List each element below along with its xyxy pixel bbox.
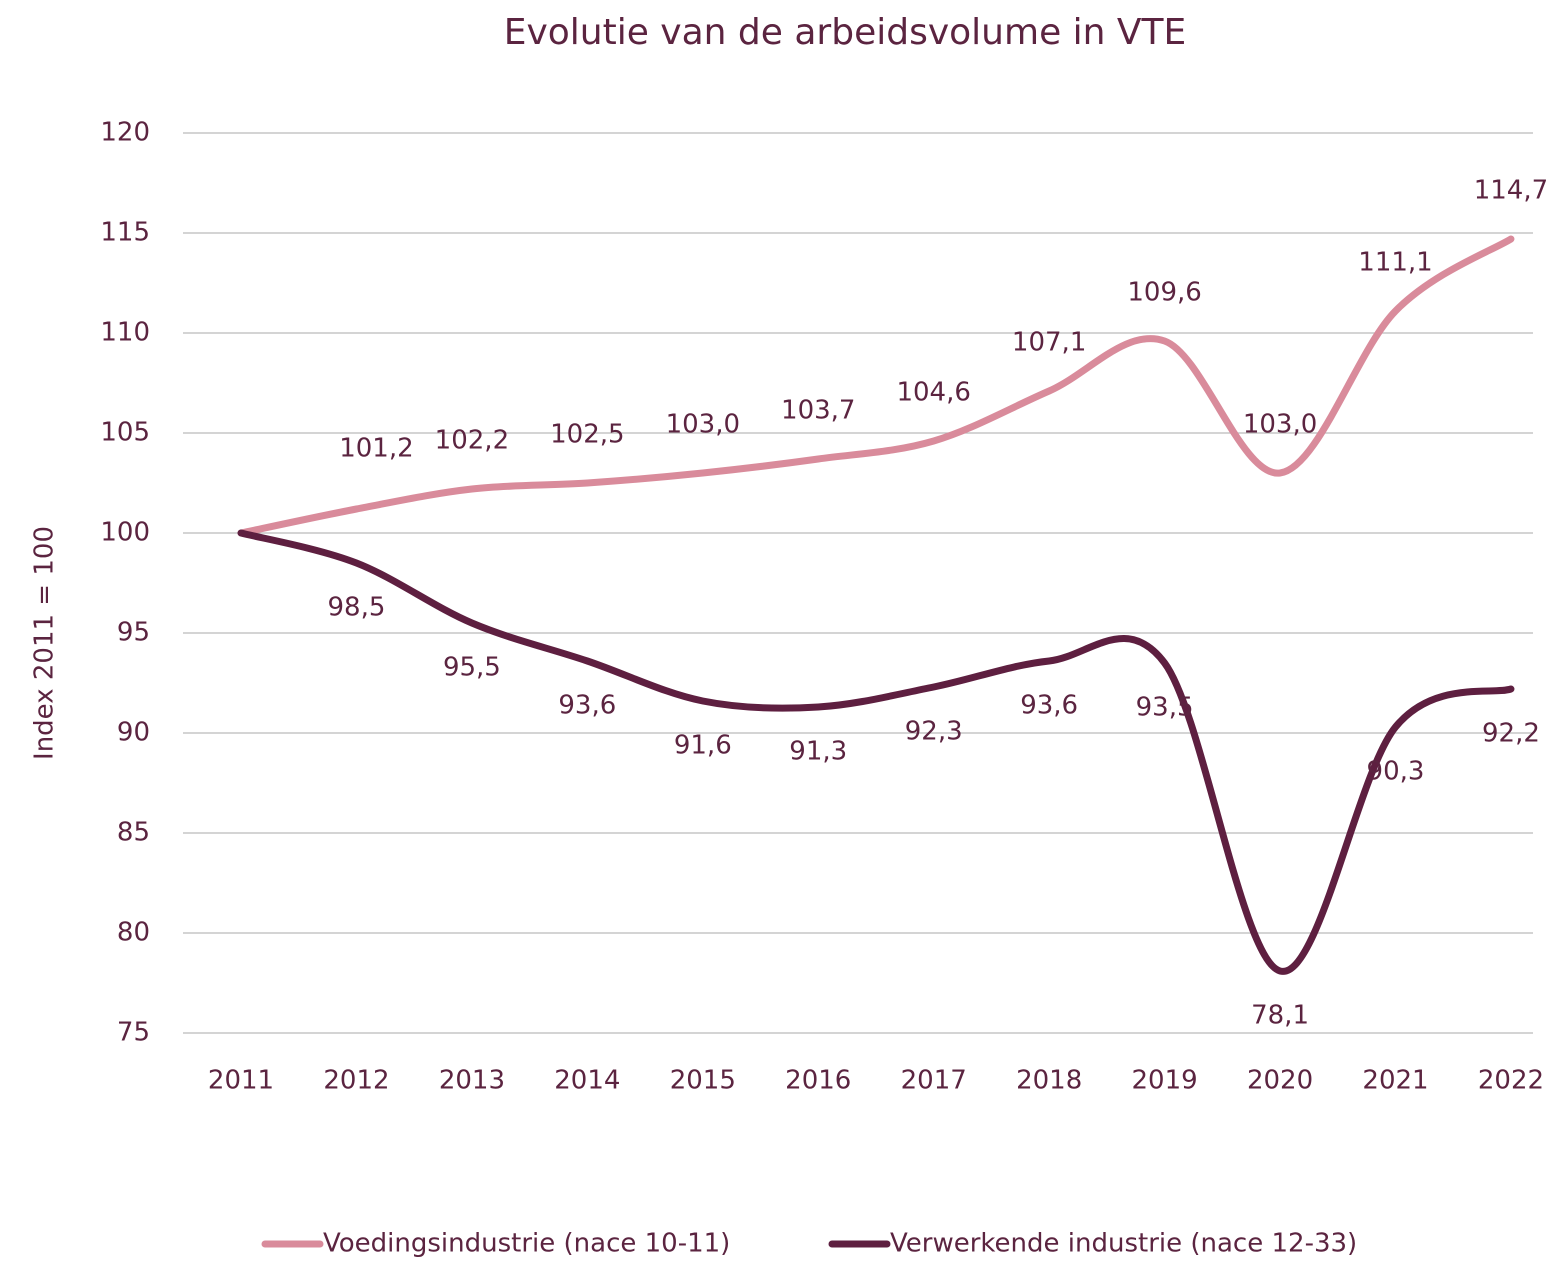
data-label: 102,2: [435, 426, 509, 456]
y-tick-label: 85: [117, 818, 150, 848]
chart-title: Evolutie van de arbeidsvolume in VTE: [504, 12, 1187, 53]
data-label: 102,5: [550, 420, 624, 450]
y-tick-label: 95: [117, 618, 150, 648]
x-tick-label: 2018: [1016, 1066, 1082, 1096]
x-tick-label: 2015: [670, 1066, 736, 1096]
x-tick-label: 2013: [439, 1066, 505, 1096]
x-tick-label: 2021: [1362, 1066, 1428, 1096]
x-tick-label: 2020: [1247, 1066, 1313, 1096]
y-tick-label: 105: [100, 418, 150, 448]
data-label: 111,1: [1358, 248, 1432, 278]
y-tick-label: 120: [100, 118, 150, 148]
data-label: 107,1: [1012, 328, 1086, 358]
legend-label: Verwerkende industrie (nace 12-33): [890, 1229, 1357, 1259]
data-label: 92,2: [1482, 719, 1540, 749]
data-label: 90,3: [1367, 757, 1425, 787]
data-label: 78,1: [1251, 1001, 1309, 1031]
y-tick-label: 80: [117, 918, 150, 948]
data-label: 91,3: [789, 737, 847, 767]
data-label: 104,6: [896, 378, 970, 408]
x-tick-label: 2016: [785, 1066, 851, 1096]
y-axis-label: Index 2011 = 100: [30, 526, 60, 760]
y-tick-label: 110: [100, 318, 150, 348]
y-tick-label: 90: [117, 718, 150, 748]
legend-label: Voedingsindustrie (nace 10-11): [323, 1229, 730, 1259]
data-label: 114,7: [1474, 176, 1548, 206]
series-line: [237, 529, 1515, 975]
data-label: 93,6: [558, 691, 616, 721]
x-tick-label: 2014: [554, 1066, 620, 1096]
data-label: 92,3: [905, 717, 963, 747]
x-tick-label: 2017: [901, 1066, 967, 1096]
y-tick-label: 115: [100, 218, 150, 248]
x-tick-label: 2011: [208, 1066, 274, 1096]
data-label: 95,5: [443, 653, 501, 683]
x-tick-label: 2022: [1478, 1066, 1544, 1096]
series-line: [237, 235, 1515, 537]
data-label: 101,2: [339, 434, 413, 464]
data-label: 103,0: [666, 410, 740, 440]
data-label: 98,5: [328, 593, 386, 623]
data-label: 93,6: [1020, 691, 1078, 721]
data-label: 103,7: [781, 396, 855, 426]
data-label: 91,6: [674, 731, 732, 761]
data-label: 93,5: [1136, 693, 1194, 723]
y-tick-label: 75: [117, 1018, 150, 1048]
y-tick-label: 100: [100, 518, 150, 548]
data-label: 103,0: [1243, 410, 1317, 440]
x-tick-label: 2019: [1132, 1066, 1198, 1096]
x-tick-label: 2012: [323, 1066, 389, 1096]
data-label: 109,6: [1127, 278, 1201, 308]
